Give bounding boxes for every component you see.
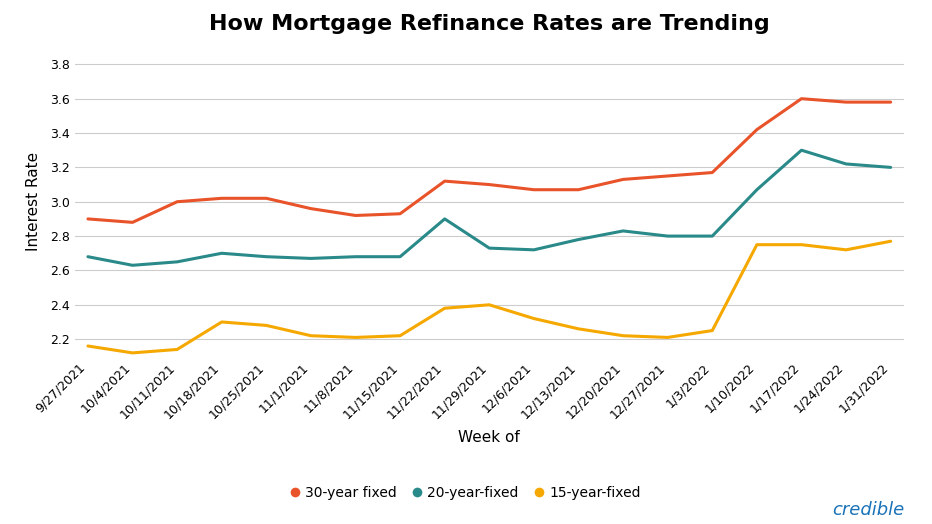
Legend: 30-year fixed, 20-year-fixed, 15-year-fixed: 30-year fixed, 20-year-fixed, 15-year-fi… — [284, 479, 648, 507]
Y-axis label: Interest Rate: Interest Rate — [26, 152, 42, 252]
Title: How Mortgage Refinance Rates are Trending: How Mortgage Refinance Rates are Trendin… — [209, 15, 770, 35]
X-axis label: Week of: Week of — [459, 430, 520, 444]
Text: credible: credible — [831, 501, 904, 519]
